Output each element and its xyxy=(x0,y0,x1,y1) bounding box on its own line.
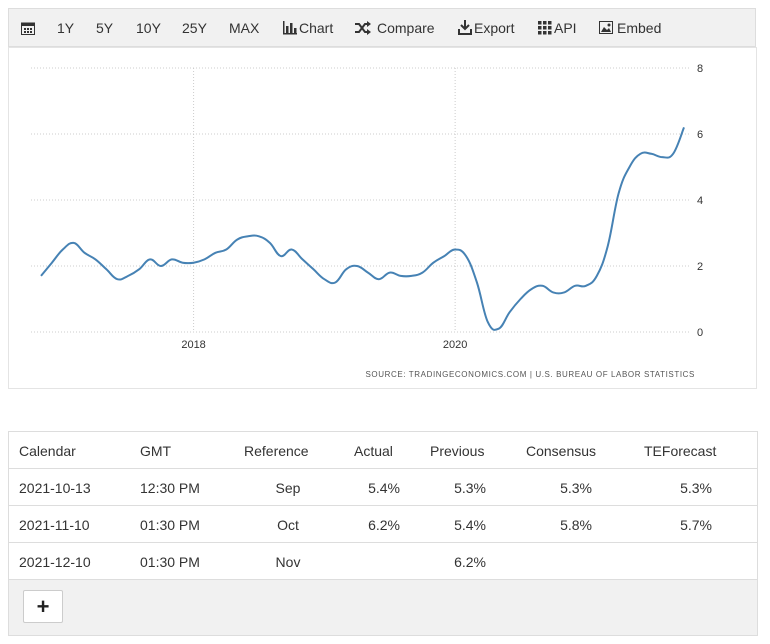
table-cell: 01:30 PM xyxy=(140,554,200,570)
action-button[interactable]: API xyxy=(554,20,577,36)
range-button[interactable]: 25Y xyxy=(182,20,207,36)
column-header: Calendar xyxy=(19,443,76,459)
y-tick-label: 2 xyxy=(697,261,703,273)
action-button[interactable]: Compare xyxy=(377,20,435,36)
column-header: Reference xyxy=(244,443,309,459)
table-cell: 12:30 PM xyxy=(140,480,200,496)
table-row: 2021-11-10 01:30 PM Oct 6.2% 5.4% 5.8% 5.7% xyxy=(9,506,757,543)
compare-icon xyxy=(355,21,371,35)
column-header: TEForecast xyxy=(644,443,717,459)
add-button[interactable]: + xyxy=(23,590,63,623)
table-cell: 6.2% xyxy=(368,517,400,533)
table-row: 2021-12-10 01:30 PM Nov 6.2% xyxy=(9,543,757,580)
range-button[interactable]: 10Y xyxy=(136,20,161,36)
calendar-table: + Calendar GMT Reference Actual Previous Cons… xyxy=(8,431,758,636)
y-tick-label: 8 xyxy=(697,63,703,75)
x-tick-label: 2018 xyxy=(181,339,205,351)
table-cell: 5.8% xyxy=(560,517,592,533)
table-cell: 5.4% xyxy=(368,480,400,496)
calendar-icon[interactable] xyxy=(21,21,35,35)
table-cell: 5.4% xyxy=(454,517,486,533)
table-cell: 2021-10-13 xyxy=(19,480,91,496)
table-cell: 01:30 PM xyxy=(140,517,200,533)
table-row: 2021-10-13 12:30 PM Sep 5.4% 5.3% 5.3% 5.3% xyxy=(9,469,757,506)
table-footer: + xyxy=(9,580,757,635)
action-button[interactable]: Export xyxy=(474,20,515,36)
table-cell: 5.3% xyxy=(680,480,712,496)
range-button[interactable]: 1Y xyxy=(57,20,75,36)
range-button[interactable]: 5Y xyxy=(96,20,114,36)
toolbar: 1Y 5Y 10Y 25Y MAX Chart Compare Export API Embed xyxy=(8,8,756,47)
action-button[interactable]: Chart xyxy=(299,20,334,36)
column-header: Actual xyxy=(354,443,393,459)
chart: 0 2 4 6 8 2018 2020 SOURCE: TRADINGECONOMICS.CO… xyxy=(31,63,703,379)
data-line xyxy=(40,127,685,331)
table-cell: 5.7% xyxy=(680,517,712,533)
embed-icon xyxy=(599,21,613,34)
column-header: GMT xyxy=(140,443,172,459)
table-cell: Sep xyxy=(275,480,301,496)
table-cell: 5.3% xyxy=(454,480,486,496)
column-header: Consensus xyxy=(526,443,597,459)
table-cell: Nov xyxy=(275,554,301,570)
range-button[interactable]: MAX xyxy=(229,20,260,36)
source-note: SOURCE: TRADINGECONOMICS.COM | U.S. BURE… xyxy=(365,370,695,379)
column-header: Previous xyxy=(430,443,485,459)
api-icon xyxy=(538,21,552,35)
chart-icon xyxy=(283,21,297,35)
y-tick-label: 4 xyxy=(697,195,703,207)
table-cell: 2021-12-10 xyxy=(19,554,91,570)
table-cell: 2021-11-10 xyxy=(19,517,90,533)
y-tick-label: 0 xyxy=(697,327,703,339)
table-cell: 5.3% xyxy=(560,480,592,496)
y-tick-label: 6 xyxy=(697,129,703,141)
action-button[interactable]: Embed xyxy=(617,20,662,36)
chart-panel xyxy=(8,47,757,389)
table-cell: 6.2% xyxy=(454,554,486,570)
table-header-row: Calendar GMT Reference Actual Previous Consen… xyxy=(9,432,757,469)
x-tick-label: 2020 xyxy=(443,339,467,351)
table-cell: Oct xyxy=(277,517,299,533)
export-icon xyxy=(458,20,472,35)
